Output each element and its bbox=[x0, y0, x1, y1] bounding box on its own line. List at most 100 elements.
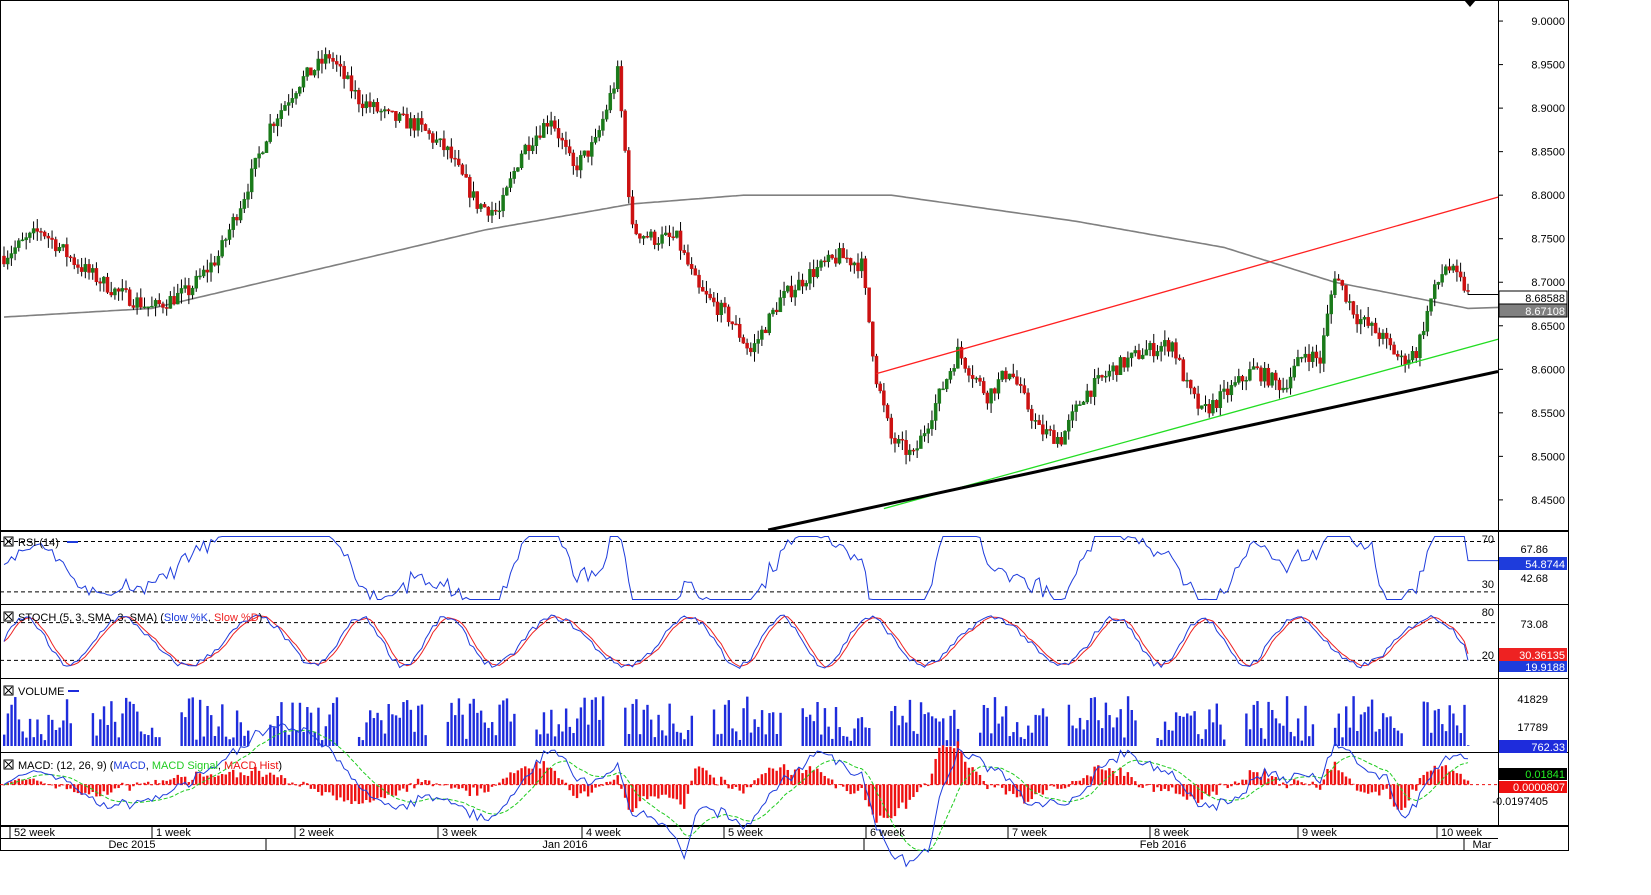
volume-bar bbox=[51, 719, 54, 746]
candle bbox=[157, 293, 162, 307]
macd-hist-bar bbox=[357, 784, 361, 805]
candle bbox=[874, 353, 879, 388]
volume-bar bbox=[583, 697, 586, 746]
macd-hist-bar bbox=[464, 784, 468, 791]
candle bbox=[346, 71, 350, 80]
volume-bar bbox=[857, 718, 860, 746]
macd-hist-bar bbox=[361, 784, 364, 804]
candle bbox=[808, 262, 812, 290]
candle bbox=[1218, 384, 1223, 417]
macd-hist-bar bbox=[1330, 769, 1333, 785]
stoch-k-line bbox=[3, 614, 1469, 669]
macd-hist-bar bbox=[768, 767, 771, 785]
macd-close-icon[interactable] bbox=[3, 759, 14, 770]
rsi-value: 54.8744 bbox=[1525, 559, 1565, 571]
macd-hist-bar bbox=[21, 779, 24, 785]
candle bbox=[815, 259, 820, 279]
candle bbox=[1004, 367, 1008, 383]
candle bbox=[456, 150, 461, 167]
candle bbox=[793, 284, 797, 306]
volume-bar bbox=[376, 712, 379, 746]
candle bbox=[1122, 357, 1126, 372]
volume-bar bbox=[646, 704, 649, 746]
rsi-close-icon[interactable] bbox=[3, 536, 14, 547]
macd-hist-bar bbox=[439, 784, 442, 786]
volume-bar bbox=[1108, 715, 1111, 746]
macd-hist-bar bbox=[124, 784, 128, 786]
volume-bar bbox=[649, 719, 653, 746]
volume-bar bbox=[357, 736, 361, 746]
macd-hist-bar bbox=[664, 784, 667, 795]
macd-hist-bar bbox=[509, 772, 512, 785]
candle bbox=[1288, 367, 1293, 395]
candle bbox=[283, 101, 287, 112]
price-tick-label: 9.0000 bbox=[1531, 16, 1565, 28]
macd-hist-bar bbox=[1163, 784, 1167, 789]
macd-hist-bar bbox=[1226, 784, 1229, 789]
price-panel bbox=[0, 0, 1569, 531]
macd-hist-bar bbox=[1241, 779, 1244, 785]
candle bbox=[249, 159, 254, 199]
macd-hist-bar bbox=[1178, 784, 1181, 795]
candle bbox=[993, 387, 997, 401]
volume-bar bbox=[849, 740, 853, 746]
volume-bar bbox=[1459, 733, 1463, 746]
macd-hist-bar bbox=[742, 784, 745, 794]
volume-bar bbox=[113, 721, 117, 746]
candle bbox=[1266, 363, 1271, 388]
macd-hist-bar bbox=[1437, 769, 1440, 785]
candle bbox=[231, 213, 235, 238]
volume-bar bbox=[1444, 731, 1448, 746]
candle bbox=[922, 425, 927, 442]
candle bbox=[201, 265, 206, 279]
macd-hist-bar bbox=[1004, 784, 1008, 795]
volume-bar bbox=[280, 702, 283, 746]
stoch-label: STOCH (5, 3, SMA, 3, SMA) (Slow %K, Slow… bbox=[18, 612, 262, 624]
candle bbox=[1200, 405, 1204, 410]
macd-hist-bar bbox=[801, 773, 804, 785]
volume-bar bbox=[446, 721, 450, 746]
candle bbox=[656, 237, 661, 251]
week-label: 9 week bbox=[1302, 827, 1337, 839]
macd-hist-bar bbox=[531, 768, 534, 785]
macd-hist-bar bbox=[261, 776, 264, 785]
macd-hist-bar bbox=[91, 784, 94, 792]
volume-bar bbox=[58, 727, 61, 746]
volume-bar bbox=[594, 697, 597, 746]
candle bbox=[479, 202, 483, 212]
volume-close-icon[interactable] bbox=[3, 685, 14, 696]
scroll-marker-icon[interactable] bbox=[1464, 0, 1476, 7]
macd-hist-bar bbox=[198, 773, 202, 785]
stoch-d-line bbox=[3, 615, 1469, 668]
stoch-close-icon[interactable] bbox=[3, 611, 14, 622]
volume-bar bbox=[1452, 713, 1455, 746]
candle bbox=[390, 110, 394, 113]
candle bbox=[612, 82, 616, 100]
macd-hist-bar bbox=[1045, 784, 1048, 791]
candle bbox=[786, 285, 790, 294]
candle bbox=[1447, 258, 1452, 274]
macd-hist-bar bbox=[328, 784, 331, 793]
candle bbox=[1432, 279, 1437, 307]
macd-hist-bar bbox=[257, 770, 261, 785]
macd-hist-bar bbox=[1274, 777, 1277, 785]
stoch-level-20: 20 bbox=[1482, 650, 1494, 662]
macd-hist-bar bbox=[1189, 784, 1192, 797]
macd-hist-bar bbox=[143, 782, 146, 785]
volume-bar bbox=[498, 704, 501, 746]
macd-hist-bar bbox=[494, 784, 497, 786]
macd-hist-tag bbox=[1499, 781, 1567, 793]
macd-hist-bar bbox=[797, 768, 801, 785]
candle bbox=[638, 233, 642, 244]
macd-hist-bar bbox=[793, 769, 797, 785]
candle bbox=[893, 432, 897, 453]
candle bbox=[1325, 304, 1330, 337]
volume-bar bbox=[32, 737, 35, 746]
volume-bar bbox=[1333, 727, 1337, 746]
macd-hist-bar bbox=[568, 784, 571, 791]
macd-hist-bar bbox=[1311, 781, 1314, 785]
macd-hist-bar bbox=[1359, 784, 1362, 792]
macd-hist-bar bbox=[1289, 784, 1292, 786]
macd-hist-bar bbox=[930, 773, 934, 785]
